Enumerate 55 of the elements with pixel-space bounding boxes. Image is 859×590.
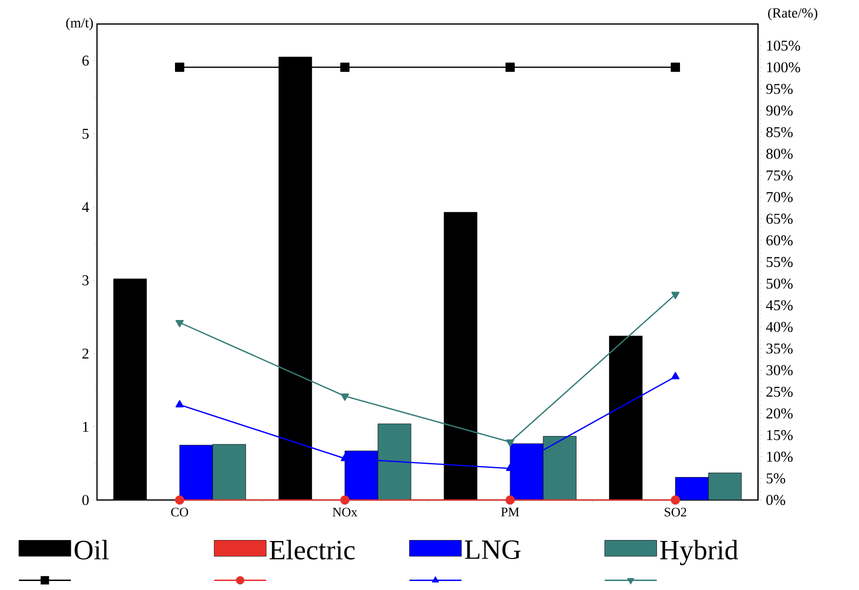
y2-tick-label: 45% [766, 300, 793, 310]
y-axis-title: (m/t) [66, 18, 93, 30]
point [174, 62, 184, 72]
point [176, 400, 184, 408]
legend-label: LNG [464, 540, 521, 560]
x-tick-label: CO [171, 508, 188, 516]
point [340, 62, 350, 72]
legend-label: Hybrid [660, 540, 738, 566]
point [505, 495, 515, 505]
point [174, 495, 184, 505]
legend-label: Oil [74, 540, 109, 560]
y2-tick-label: 55% [766, 256, 793, 268]
y2-tick-label: 35% [766, 343, 793, 354]
point [340, 394, 349, 401]
y2-tick-label: 5% [766, 473, 786, 484]
x-tick-label: SO2 [664, 508, 686, 516]
y2-tick-label: 85% [766, 127, 793, 138]
y2-tick-label: 75% [766, 170, 793, 181]
y2-tick-label: 30% [766, 365, 793, 376]
y-tick-label: 1 [83, 422, 88, 432]
y2-tick-label: 80% [766, 148, 793, 159]
y2-tick-label: 95% [766, 84, 793, 94]
y-tick-label: 3 [82, 275, 89, 286]
point [506, 439, 514, 447]
y2-tick-label: 105% [767, 40, 800, 51]
y2-tick-label: 60% [766, 235, 793, 246]
point [340, 495, 350, 505]
point [671, 292, 680, 300]
y2-tick-label: 90% [766, 105, 793, 116]
point [670, 495, 680, 505]
y2-tick-label: 70% [766, 192, 793, 202]
y-tick-label: 5 [82, 128, 89, 139]
y2-tick-label: 0% [766, 494, 786, 506]
y2-axis-title: (Rate/%) [768, 8, 818, 20]
y-tick-label: 4 [82, 202, 89, 212]
y-tick-label: 6 [82, 56, 89, 66]
y-tick-label: 0 [82, 494, 89, 506]
legend-label: Electric [270, 540, 355, 560]
y2-tick-label: 100% [767, 62, 800, 72]
y2-tick-label: 15% [767, 430, 793, 440]
x-tick-label: PM [501, 508, 520, 516]
bar [609, 336, 643, 500]
point [176, 320, 184, 328]
point [505, 62, 515, 72]
y2-tick-label: 65% [766, 214, 793, 224]
y2-tick-label: 20% [766, 408, 793, 419]
y2-tick-label: 10% [767, 452, 793, 462]
x-tick-label: NOx [332, 508, 358, 516]
point [670, 62, 680, 72]
y2-tick-label: 25% [766, 386, 793, 397]
point [671, 372, 680, 380]
y2-tick-label: 40% [766, 322, 793, 332]
y-tick-label: 2 [82, 348, 88, 358]
bar [444, 212, 478, 500]
y2-tick-label: 50% [766, 278, 793, 289]
